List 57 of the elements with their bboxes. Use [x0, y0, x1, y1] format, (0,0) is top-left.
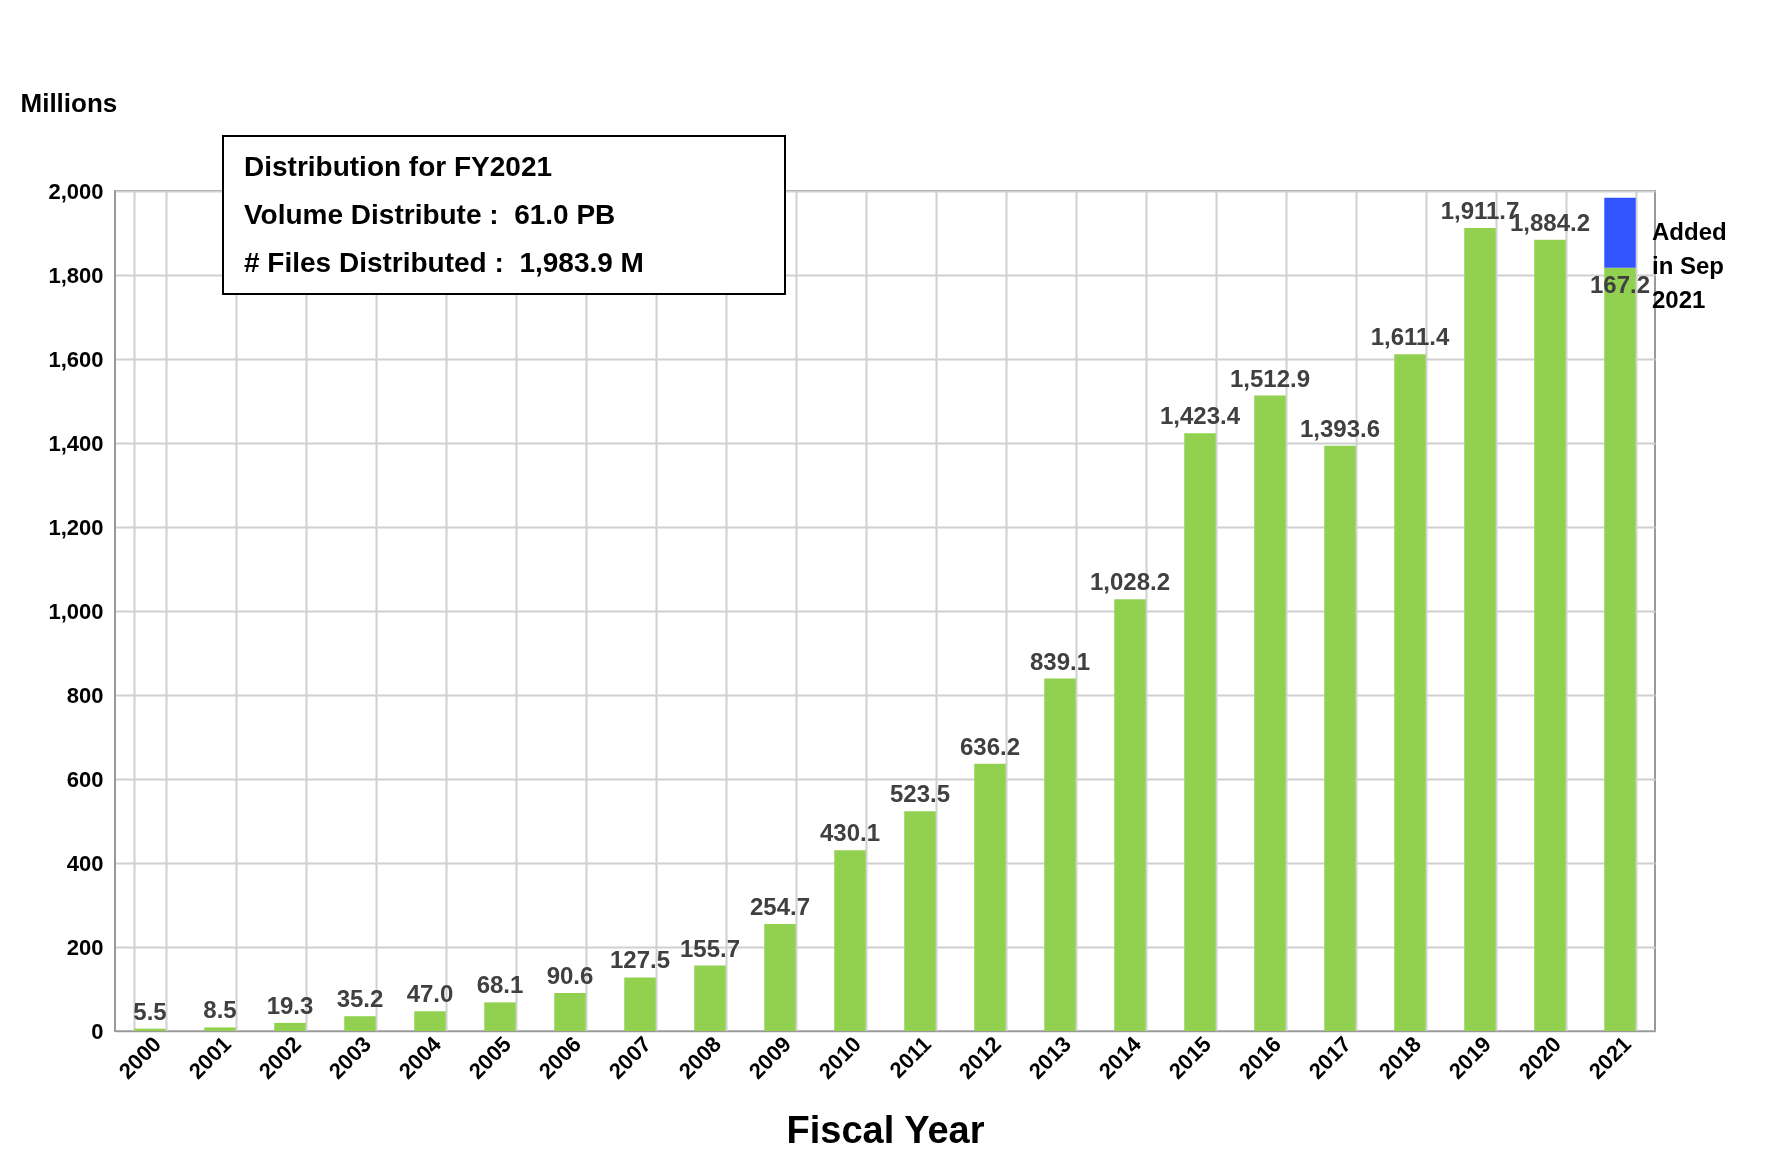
data-label: 523.5	[889, 780, 951, 808]
data-label: 1,393.6	[1299, 414, 1381, 442]
y-tick-label: 1,400	[48, 430, 104, 456]
data-label: 1,423.4	[1159, 402, 1241, 430]
y-tick-label: 800	[66, 682, 104, 708]
data-label: 430.1	[819, 819, 881, 847]
data-label: 1,512.9	[1229, 364, 1311, 392]
data-label: 839.1	[1029, 647, 1091, 675]
bar	[204, 1027, 236, 1031]
bar	[834, 850, 866, 1031]
data-label: 47.0	[406, 980, 454, 1008]
data-label: 90.6	[546, 961, 594, 989]
data-label: 155.7	[679, 934, 741, 962]
data-label: 5.5	[133, 997, 167, 1025]
bar	[1254, 395, 1286, 1031]
y-tick-label: 600	[66, 766, 104, 792]
data-label: 254.7	[749, 893, 811, 921]
bar	[554, 992, 586, 1031]
annotation: Added in Sep 2021	[1652, 218, 1727, 313]
bar	[764, 924, 796, 1031]
bar	[414, 1011, 446, 1031]
y-tick-label: 1,600	[48, 346, 104, 372]
y-tick-label: 1,000	[48, 598, 104, 624]
bar	[1604, 197, 1636, 268]
bar	[1324, 445, 1356, 1031]
data-label: 1,028.2	[1089, 568, 1171, 596]
y-axis-title: Millions	[20, 87, 118, 118]
bar	[624, 977, 656, 1031]
data-label: 19.3	[266, 991, 314, 1019]
bar	[694, 965, 726, 1031]
data-label: 636.2	[959, 732, 1021, 760]
y-tick-label: 400	[66, 850, 104, 876]
bar	[1184, 433, 1216, 1031]
bar	[484, 1002, 516, 1031]
data-label: 1,611.4	[1370, 323, 1451, 351]
y-tick-label: 2,000	[48, 178, 104, 204]
bar	[1394, 354, 1426, 1031]
bar	[904, 811, 936, 1031]
bar	[1114, 599, 1146, 1031]
bar	[1044, 678, 1076, 1031]
y-tick-label: 1,800	[48, 262, 104, 288]
y-tick-label: 200	[66, 934, 104, 960]
annotation: Volume Distribute : 61.0 PB	[244, 198, 617, 232]
data-label: 35.2	[336, 985, 384, 1013]
data-label: 8.5	[203, 996, 237, 1024]
data-label: 68.1	[476, 971, 524, 999]
annotation: # Files Distributed : 1,983.9 M	[244, 246, 645, 280]
bar	[1464, 228, 1496, 1031]
y-tick-label: 1,200	[48, 514, 104, 540]
bar	[974, 763, 1006, 1031]
data-label: 127.5	[609, 946, 671, 974]
bar	[274, 1022, 306, 1031]
bar	[344, 1016, 376, 1031]
note-box: Distribution for FY2021 Volume Distribute : 61.0 PB # Files Distributed : 1,983.9 M	[222, 135, 786, 295]
y-tick-label: 0	[91, 1018, 104, 1044]
x-axis-title: Fiscal Year	[786, 1108, 985, 1151]
bar	[1534, 239, 1566, 1031]
